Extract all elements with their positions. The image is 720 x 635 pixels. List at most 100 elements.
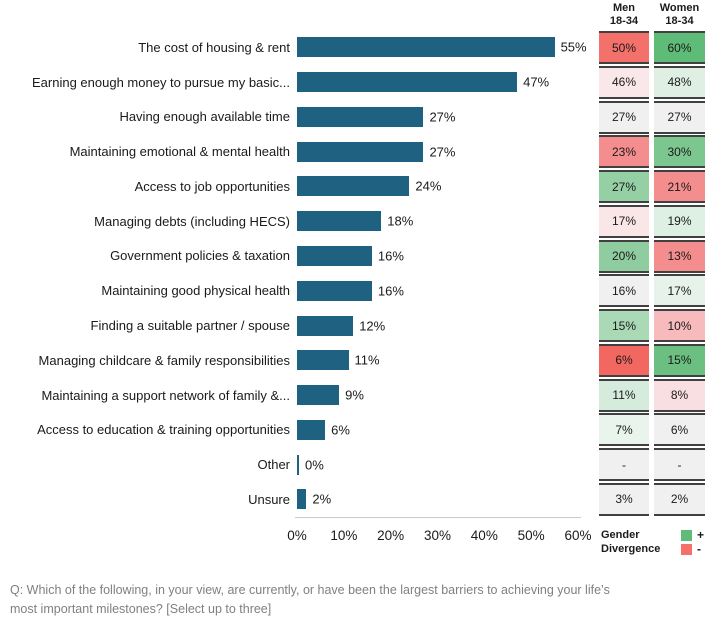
x-axis-line <box>295 517 581 518</box>
women-value-cell: 2% <box>654 482 705 516</box>
bar <box>297 315 354 336</box>
bar <box>297 211 382 232</box>
legend-plus-sign: + <box>697 528 705 542</box>
women-value-cell: 17% <box>654 274 705 308</box>
category-label: Managing childcare & family responsibili… <box>38 352 290 368</box>
chart-row: Maintaining emotional & mental health 27… <box>0 134 720 169</box>
women-value-cell: 8% <box>654 378 705 412</box>
category-label: The cost of housing & rent <box>138 39 290 55</box>
bar <box>297 385 340 406</box>
bar <box>297 419 326 440</box>
category-label: Earning enough money to pursue my basic.… <box>32 74 290 90</box>
legend-title: Gender Divergence <box>601 529 661 555</box>
bar <box>297 176 410 197</box>
bar-value-label: 47% <box>523 74 550 90</box>
x-tick-label: 0% <box>287 528 307 543</box>
chart-row: Having enough available time 27% 27% 27% <box>0 100 720 135</box>
men-value-cell: 27% <box>599 170 649 204</box>
x-tick-label: 50% <box>517 528 545 543</box>
women-value-cell: - <box>654 448 705 482</box>
men-value-cell: 16% <box>599 274 649 308</box>
women-value-cell: 21% <box>654 170 705 204</box>
category-label: Government policies & taxation <box>110 248 290 264</box>
men-value-cell: 3% <box>599 482 649 516</box>
men-value-cell: 27% <box>599 100 649 134</box>
column-header-men: Men 18-34 <box>609 2 639 27</box>
bar <box>297 37 555 58</box>
women-value-cell: 10% <box>654 309 705 343</box>
question-text-line2: most important milestones? [Select up to… <box>10 602 272 616</box>
category-label: Maintaining good physical health <box>101 283 290 299</box>
men-value-cell: 7% <box>599 413 649 447</box>
x-tick-label: 10% <box>330 528 358 543</box>
x-tick-label: 30% <box>423 528 451 543</box>
chart-row: The cost of housing & rent 55% 50% 60% <box>0 30 720 65</box>
bar <box>297 350 349 371</box>
men-value-cell: - <box>599 448 649 482</box>
chart-row: Managing debts (including HECS) 18% 17% … <box>0 204 720 239</box>
chart-row: Maintaining a support network of family … <box>0 378 720 413</box>
men-value-cell: 46% <box>599 65 649 99</box>
question-text: Q: Which of the following, in your view,… <box>10 581 710 619</box>
category-label: Managing debts (including HECS) <box>94 213 290 229</box>
x-tick-label: 40% <box>470 528 498 543</box>
women-value-cell: 27% <box>654 100 705 134</box>
chart-row: Maintaining good physical health 16% 16%… <box>0 273 720 308</box>
category-label: Unsure <box>248 491 290 507</box>
bar <box>297 280 372 301</box>
bar-value-label: 0% <box>305 457 324 473</box>
chart-row: Access to job opportunities 24% 27% 21% <box>0 169 720 204</box>
legend-minus-sign: - <box>697 542 701 556</box>
men-value-cell: 6% <box>599 343 649 377</box>
chart-row: Government policies & taxation 16% 20% 1… <box>0 239 720 274</box>
x-tick-label: 20% <box>377 528 405 543</box>
category-label: Access to job opportunities <box>134 178 290 194</box>
women-value-cell: 15% <box>654 343 705 377</box>
bar <box>297 72 518 93</box>
legend-positive-key: + <box>681 528 704 542</box>
chart-rows: The cost of housing & rent 55% 50% 60% E… <box>0 30 720 518</box>
chart-row: Finding a suitable partner / spouse 12% … <box>0 308 720 343</box>
category-label: Maintaining a support network of family … <box>41 387 290 403</box>
men-value-cell: 11% <box>599 378 649 412</box>
chart-row: Access to education & training opportuni… <box>0 412 720 447</box>
chart-row: Other 0% - - <box>0 447 720 482</box>
bar <box>297 489 307 510</box>
bar-value-label: 16% <box>377 283 404 299</box>
men-value-cell: 20% <box>599 239 649 273</box>
bar-value-label: 27% <box>429 144 456 160</box>
category-label: Maintaining emotional & mental health <box>69 144 290 160</box>
women-value-cell: 6% <box>654 413 705 447</box>
chart-row: Managing childcare & family responsibili… <box>0 343 720 378</box>
category-label: Access to education & training opportuni… <box>37 422 290 438</box>
women-value-cell: 13% <box>654 239 705 273</box>
category-label: Other <box>257 457 290 473</box>
women-value-cell: 30% <box>654 135 705 169</box>
bar-value-label: 12% <box>359 318 386 333</box>
bar-value-label: 18% <box>387 213 414 229</box>
question-text-line1: Q: Which of the following, in your view,… <box>10 583 610 597</box>
negative-swatch-icon <box>681 543 692 555</box>
men-value-cell: 15% <box>599 309 649 343</box>
bar-value-label: 16% <box>377 248 404 264</box>
bar <box>297 245 372 266</box>
category-label: Finding a suitable partner / spouse <box>90 318 290 333</box>
bar-value-label: 24% <box>415 178 442 194</box>
women-value-cell: 19% <box>654 204 705 238</box>
bar-value-label: 11% <box>354 352 380 368</box>
men-value-cell: 23% <box>599 135 649 169</box>
bar-value-label: 9% <box>345 387 364 403</box>
bar-value-label: 27% <box>429 109 456 125</box>
women-value-cell: 60% <box>654 31 705 64</box>
bar-value-label: 55% <box>560 39 587 55</box>
legend-negative-key: - <box>681 542 704 556</box>
women-value-cell: 48% <box>654 65 705 99</box>
bar <box>297 141 424 162</box>
bar-value-label: 2% <box>312 491 332 507</box>
bar-value-label: 6% <box>331 422 350 438</box>
positive-swatch-icon <box>681 529 692 541</box>
category-label: Having enough available time <box>119 109 290 125</box>
chart-row: Earning enough money to pursue my basic.… <box>0 65 720 100</box>
x-tick-label: 60% <box>564 528 592 543</box>
